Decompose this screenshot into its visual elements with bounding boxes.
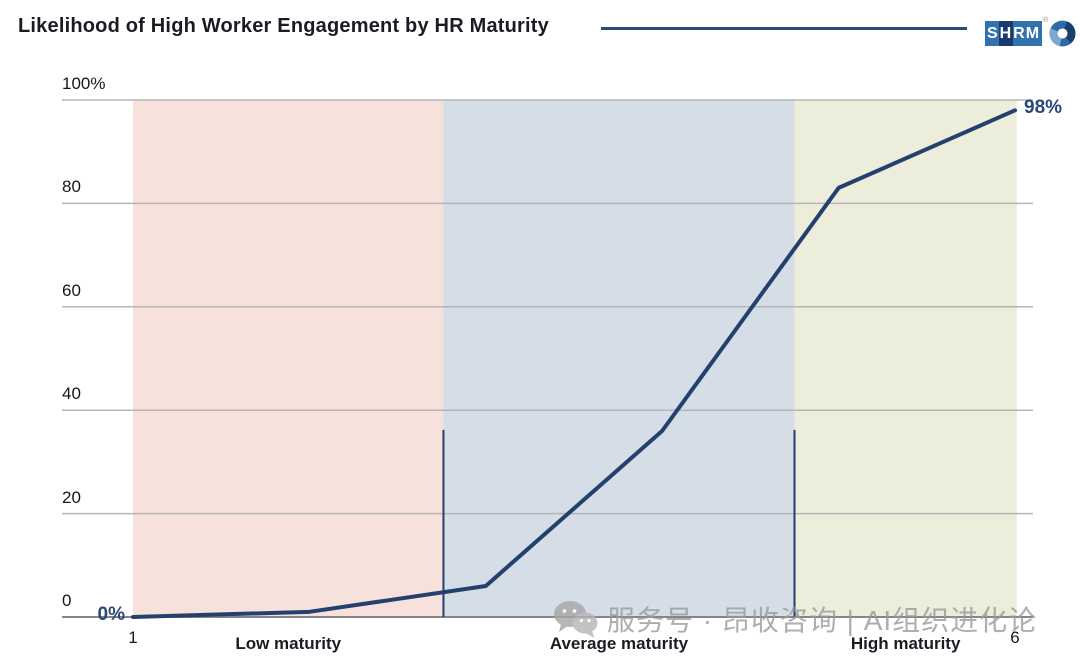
title-rule bbox=[601, 27, 967, 30]
shrm-letter: S bbox=[986, 24, 999, 42]
chart-title: Likelihood of High Worker Engagement by … bbox=[18, 15, 549, 37]
shrm-letter: R bbox=[1013, 24, 1026, 42]
engagement-line bbox=[131, 108, 1017, 619]
region-low-maturity bbox=[133, 100, 444, 617]
region-high-maturity bbox=[794, 100, 1017, 617]
shrm-circle-icon bbox=[1049, 20, 1076, 47]
shrm-letter-h: H bbox=[998, 21, 1014, 46]
registered-mark: ® bbox=[1042, 17, 1048, 24]
region-average-maturity bbox=[443, 100, 795, 617]
shrm-letter: M bbox=[1025, 24, 1041, 42]
